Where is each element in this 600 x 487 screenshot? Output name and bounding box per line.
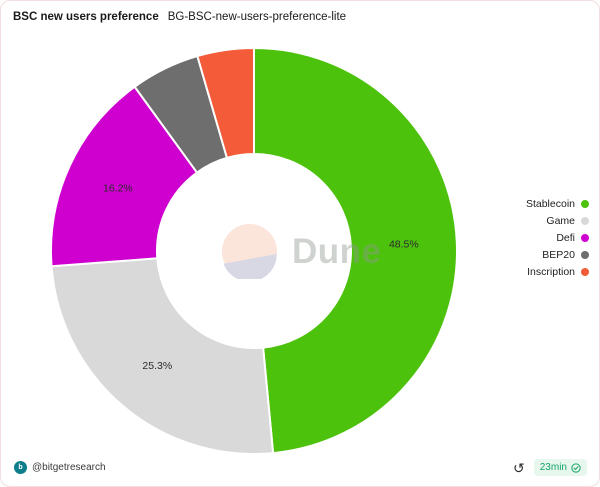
legend-item-bep20[interactable]: BEP20 — [526, 249, 589, 261]
chart-title: BSC new users preference — [13, 11, 159, 23]
legend-item-defi[interactable]: Defi — [526, 232, 589, 244]
legend-label: BEP20 — [542, 249, 575, 261]
legend-item-game[interactable]: Game — [526, 215, 589, 227]
legend-item-stablecoin[interactable]: Stablecoin — [526, 198, 589, 210]
pie-slice-game[interactable] — [50, 257, 275, 455]
slice-label: 25.3% — [142, 360, 172, 372]
refresh-age-badge[interactable]: 23min — [533, 459, 587, 476]
legend-label: Stablecoin — [525, 198, 575, 210]
chart-subtitle-query-link[interactable]: BG-BSC-new-users-preference-lite — [167, 11, 347, 23]
refresh-age-text: 23min — [539, 462, 567, 473]
refresh-icon[interactable]: ↺ — [513, 459, 525, 476]
check-circle-icon — [571, 462, 581, 473]
legend-color-dot — [581, 251, 589, 259]
slice-label: 48.5% — [389, 238, 419, 250]
refresh-row: ↺ 23min — [513, 459, 587, 476]
legend-color-dot — [581, 268, 589, 276]
legend-item-inscription[interactable]: Inscription — [526, 266, 589, 278]
pie-slice-inscription[interactable] — [196, 47, 255, 159]
legend-color-dot — [581, 200, 589, 208]
slice-label: 16.2% — [103, 182, 133, 194]
legend-color-dot — [581, 234, 589, 242]
pie-slice-stablecoin[interactable] — [253, 47, 458, 455]
legend-label: Defi — [556, 232, 575, 244]
widget-header: BSC new users preference BG-BSC-new-user… — [13, 11, 346, 23]
legend-color-dot — [581, 217, 589, 225]
pie-slice-defi[interactable] — [50, 85, 198, 268]
author-avatar-icon[interactable]: b — [14, 461, 27, 474]
chart-legend: Stablecoin Game Defi BEP20 Inscription — [526, 198, 589, 278]
author-row: b @bitgetresearch — [14, 461, 106, 474]
legend-label: Inscription — [527, 266, 575, 278]
author-handle[interactable]: @bitgetresearch — [32, 462, 106, 473]
legend-label: Game — [546, 215, 575, 227]
